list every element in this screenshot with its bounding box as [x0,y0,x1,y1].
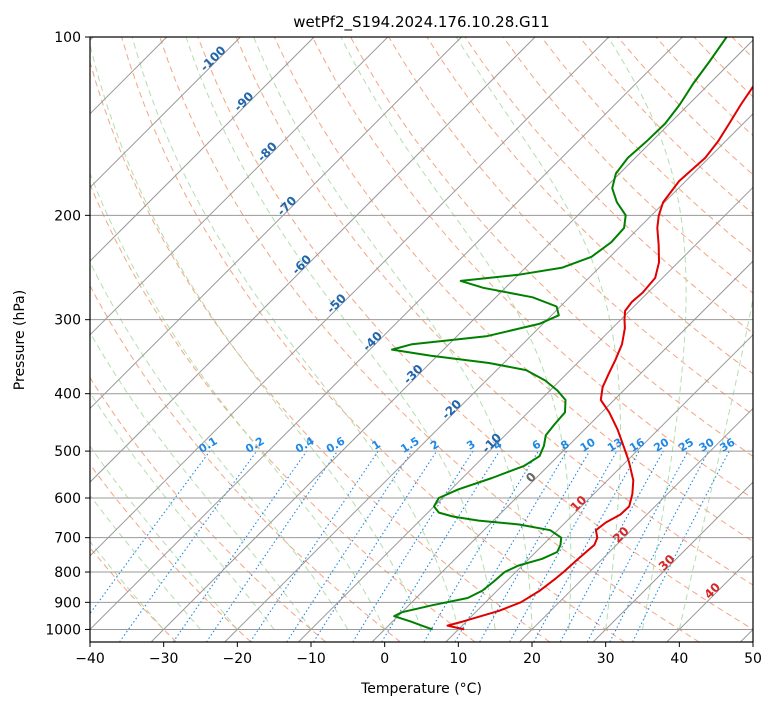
x-tick-label: −30 [149,651,179,667]
dewpoint-profile [391,37,728,631]
moist-adiabat [90,331,312,630]
isotherm [90,37,462,410]
y-tick-label: 900 [54,595,81,611]
moist-adiabat [678,296,753,630]
moist-adiabat [131,37,459,630]
x-axis: −40 −30 −20 −10 0 10 20 30 40 50 [75,642,762,667]
mixing-ratio-line [90,450,211,615]
isotherm [90,37,610,557]
isotherm [90,37,241,189]
dry-adiabat [273,37,753,543]
dry-adiabat [90,376,327,642]
moist-adiabat [340,37,572,630]
mixing-ratio-line [559,450,664,642]
dry-adiabat [90,60,551,642]
y-tick-label: 300 [54,313,81,329]
x-tick-label: −40 [75,651,105,667]
y-axis: 100 200 300 400 500 600 700 800 900 1000 [45,30,90,638]
dry-adiabat [90,463,252,642]
x-tick-label: −10 [296,651,326,667]
isotherm [445,334,753,642]
isotherm [90,37,536,483]
y-tick-label: 200 [54,208,81,224]
isotherm [90,37,683,631]
plot-frame [89,36,754,643]
isotherm [592,481,753,642]
mixing-ratio-line [509,450,618,642]
dry-adiabat [502,37,753,294]
y-tick-label: 800 [54,565,81,581]
x-tick-label: 50 [744,651,762,667]
x-tick-label: −20 [223,651,253,667]
isotherm [90,37,315,262]
temperature-profile [446,84,753,631]
moist-adiabat [90,391,275,630]
dry-adiabat [159,37,700,642]
isotherm [371,260,753,642]
y-tick-label: 400 [54,387,81,403]
dry-adiabat [121,37,625,642]
x-tick-label: 30 [597,651,615,667]
moist-adiabat [90,42,422,630]
x-tick-label: 20 [523,651,541,667]
dry-adiabat [311,37,753,500]
background-line-layer [90,37,753,642]
moist-adiabat [185,37,496,630]
y-tick-label: 600 [54,491,81,507]
y-axis-label: Pressure (hPa) [12,290,28,390]
dry-adiabat [235,37,753,586]
isotherm [90,37,389,336]
mixing-ratio-line [632,450,730,642]
x-axis-label: Temperature (°C) [360,681,482,697]
dry-adiabat [197,37,753,630]
mixing-ratio-line [381,450,500,642]
y-tick-label: 500 [54,444,81,460]
series-layer [391,37,753,631]
y-tick-label: 1000 [45,622,81,638]
moist-adiabat [253,37,533,630]
chart-title: wetPf2_S194.2024.176.10.28.G11 [293,13,549,32]
isotherm [298,186,753,642]
moist-adiabat [607,37,687,630]
mixing-ratio-line [313,450,438,642]
mixing-ratio-line [286,450,413,642]
moist-adiabat [90,260,349,630]
mixing-ratio-line [205,450,338,642]
mixing-ratio-line [249,450,379,642]
moist-adiabat [90,445,238,630]
isotherm [224,113,753,642]
x-tick-label: 40 [670,651,688,667]
mixing-ratio-line [119,450,258,642]
y-tick-label: 700 [54,531,81,547]
moist-adiabat [455,37,622,630]
isotherm [519,407,753,642]
x-tick-label: 10 [449,651,467,667]
mixing-ratio-line [533,450,640,642]
y-tick-label: 100 [54,30,81,46]
mixing-ratio-line [352,450,474,642]
moist-adiabat [90,494,201,630]
moist-adiabat [90,172,386,630]
x-tick-label: 0 [380,651,389,667]
mixing-ratio-line [172,450,308,642]
moist-adiabat [90,540,165,630]
